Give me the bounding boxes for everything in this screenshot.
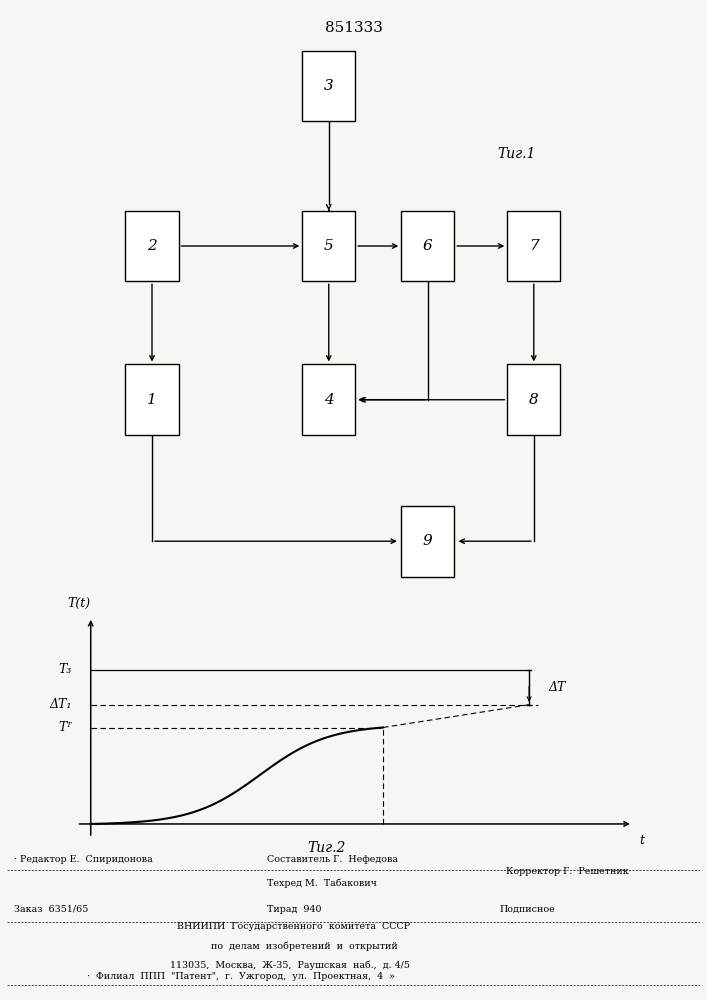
Text: T₃: T₃ [59, 663, 72, 676]
Bar [126, 211, 178, 281]
Text: 4: 4 [324, 393, 334, 407]
Text: Техред М.  Табакович: Техред М. Табакович [267, 878, 377, 888]
Text: · Редактор Е.  Спиридонова: · Редактор Е. Спиридонова [14, 854, 153, 863]
Text: по  делам  изобретений  и  открытий: по делам изобретений и открытий [211, 942, 398, 951]
Bar [126, 364, 178, 435]
Text: ΔT: ΔT [548, 681, 566, 694]
Bar [508, 211, 561, 281]
Text: Заказ  6351/65: Заказ 6351/65 [14, 905, 88, 914]
Text: Τиг.2: Τиг.2 [308, 841, 346, 855]
Bar [508, 364, 561, 435]
Text: 6: 6 [423, 239, 433, 253]
Text: Составитель Г.  Нефедова: Составитель Г. Нефедова [267, 854, 398, 863]
Text: ВНИИПИ  Государственного  комитета  СССР: ВНИИПИ Государственного комитета СССР [177, 922, 410, 931]
Text: t: t [640, 834, 645, 847]
Text: 5: 5 [324, 239, 334, 253]
Text: T(t): T(t) [67, 597, 90, 610]
Text: Корректор Г.  Решетник: Корректор Г. Решетник [506, 866, 629, 876]
Text: 3: 3 [324, 79, 334, 93]
Bar [303, 211, 356, 281]
Text: 113035,  Москва,  Ж-35,  Раушская  наб.,  д. 4/5: 113035, Москва, Ж-35, Раушская наб., д. … [170, 961, 410, 970]
Bar [303, 51, 356, 121]
Text: 2: 2 [147, 239, 157, 253]
Text: Тирад  940: Тирад 940 [267, 905, 322, 914]
Text: 8: 8 [529, 393, 539, 407]
Bar [303, 364, 356, 435]
Text: 851333: 851333 [325, 21, 382, 35]
Text: Τиг.1: Τиг.1 [497, 147, 535, 161]
Text: 7: 7 [529, 239, 539, 253]
Text: Подписное: Подписное [499, 905, 555, 914]
Bar [402, 211, 455, 281]
Bar [402, 506, 455, 577]
Text: 1: 1 [147, 393, 157, 407]
Text: ·  Филиал  ППП  "Патент",  г.  Ужгород,  ул.  Проектная,  4  »: · Филиал ППП "Патент", г. Ужгород, ул. П… [87, 972, 395, 981]
Text: 9: 9 [423, 534, 433, 548]
Text: ΔT₁: ΔT₁ [49, 698, 72, 711]
Text: Tᵀ: Tᵀ [58, 721, 72, 734]
